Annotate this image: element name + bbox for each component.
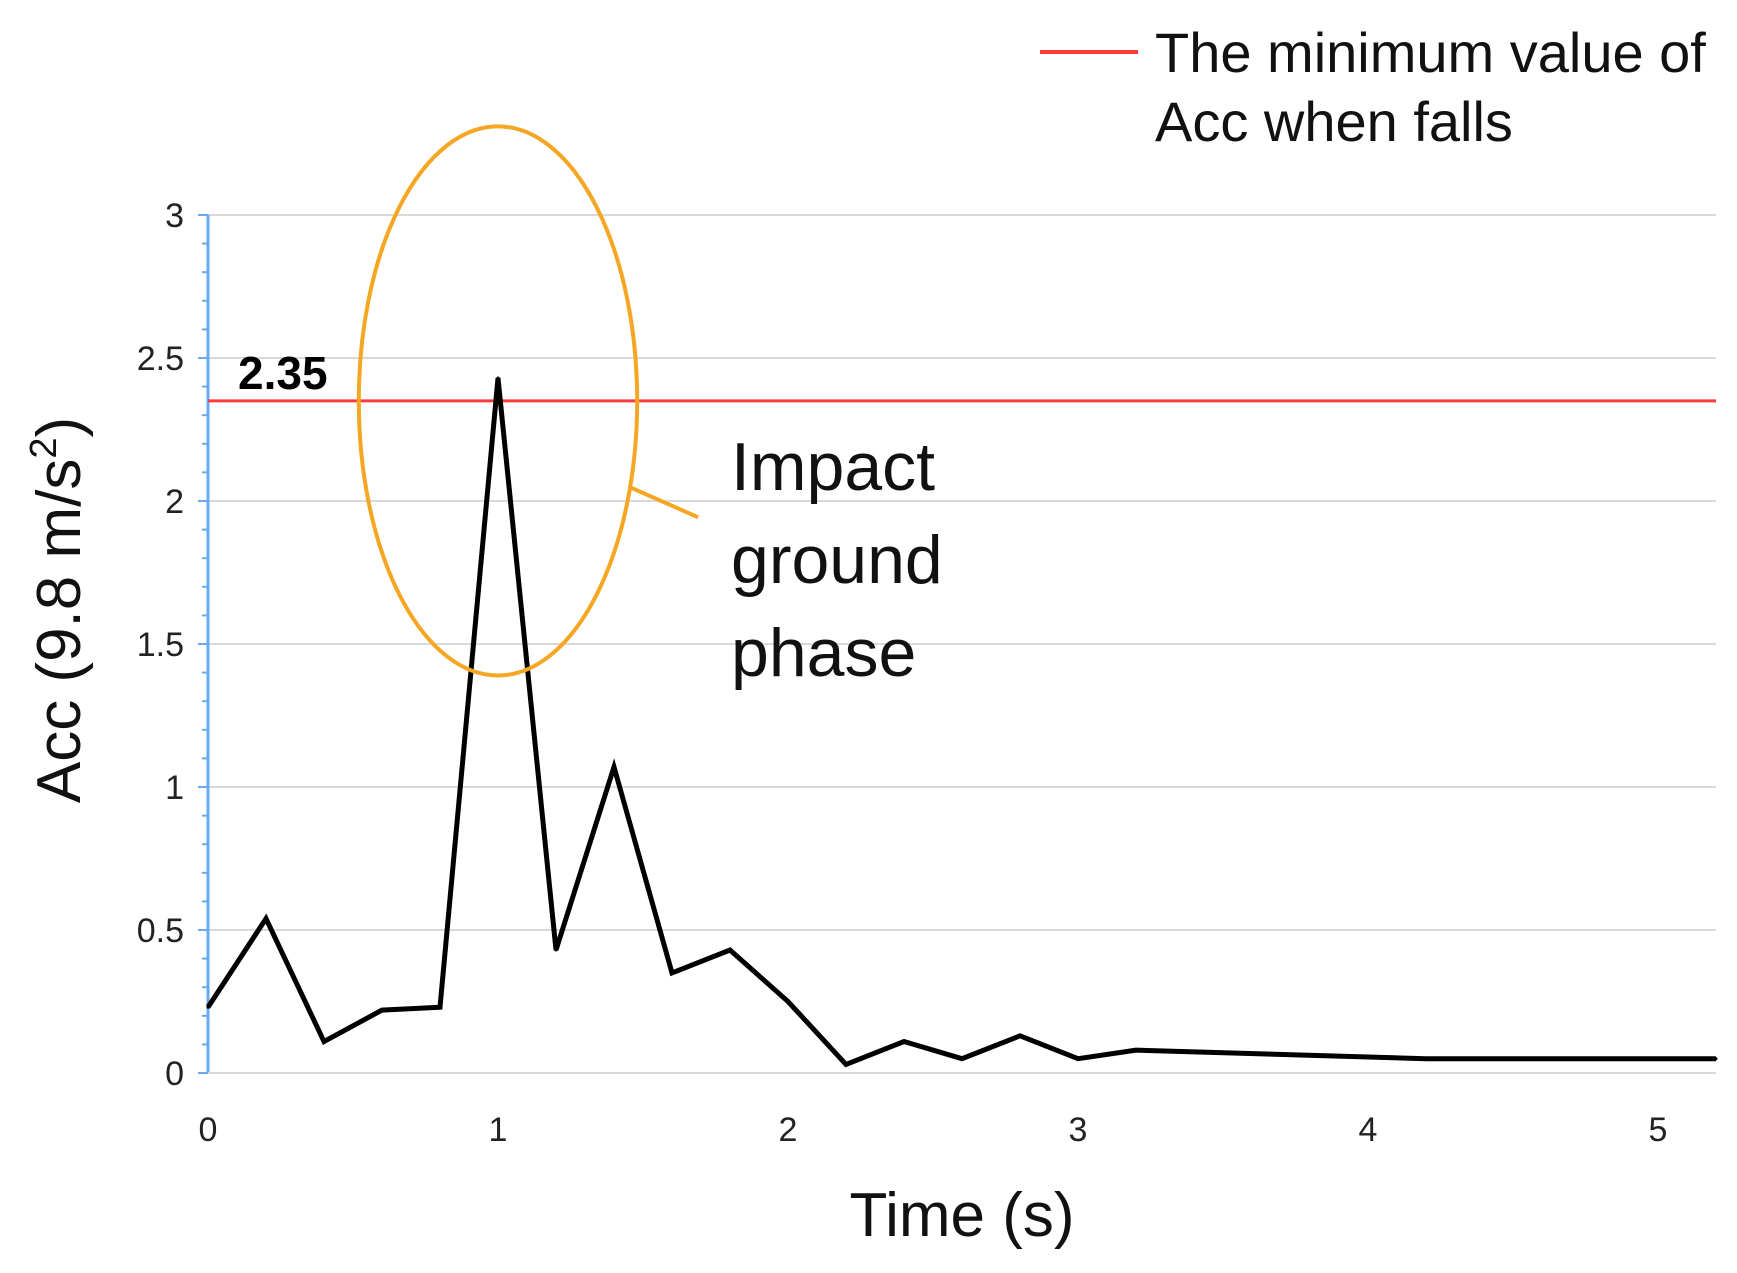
data-point	[902, 1040, 906, 1044]
series-group	[205, 376, 1718, 1068]
data-point	[960, 1057, 964, 1061]
y-axis: 0 0.5 1 1.5 2 2.5 3	[137, 197, 210, 1093]
y-axis-title: Acc (9.8 m/s2)	[23, 417, 94, 803]
x-tick-label-0: 0	[199, 1111, 218, 1149]
data-point	[728, 948, 732, 952]
x-axis: 0 1 2 3 4 5	[199, 1072, 1716, 1149]
data-point	[1424, 1057, 1428, 1061]
annotation-text-line-2: phase	[731, 615, 916, 691]
y-axis-title-close: )	[25, 417, 94, 438]
data-point	[554, 948, 558, 952]
data-point	[612, 765, 616, 769]
x-tick-label-4: 4	[1359, 1111, 1378, 1149]
y-tick-label-3: 1.5	[137, 626, 184, 664]
threshold-value-label: 2.35	[238, 347, 328, 399]
data-point	[264, 917, 268, 921]
annotation-text-line-0: Impact	[731, 429, 935, 505]
grid-lines	[208, 214, 1716, 931]
annotation-text-line-1: ground	[731, 522, 943, 598]
data-point	[1018, 1034, 1022, 1038]
annotation-group: Impact ground phase	[356, 124, 943, 691]
data-point	[496, 376, 500, 380]
annotation-leader	[629, 485, 699, 520]
y-tick-label-1: 0.5	[137, 912, 184, 950]
y-tick-label-5: 2.5	[137, 340, 184, 378]
data-point	[438, 1005, 442, 1009]
series-line-0	[205, 377, 1716, 1068]
y-tick-label-0: 0	[165, 1055, 184, 1093]
data-point	[1714, 1057, 1718, 1061]
legend-label-line2: Acc when falls	[1155, 90, 1513, 153]
data-point	[380, 1008, 384, 1012]
y-tick-label-6: 3	[165, 197, 184, 235]
data-point	[670, 971, 674, 975]
x-axis-title: Time (s)	[850, 1181, 1075, 1250]
x-tick-label-1: 1	[489, 1111, 508, 1149]
y-axis-title-main: Acc (9.8 m/s	[25, 459, 94, 804]
y-axis-title-superscript: 2	[23, 438, 65, 459]
x-tick-label-5: 5	[1649, 1111, 1668, 1149]
data-point	[786, 1000, 790, 1003]
legend-label-line1: The minimum value of	[1155, 21, 1706, 84]
data-point	[844, 1062, 848, 1066]
data-point	[206, 1005, 210, 1009]
y-tick-label-4: 2	[165, 483, 184, 521]
annotation-ellipse	[356, 124, 640, 678]
data-point	[322, 1040, 326, 1044]
threshold-line-group: 2.35	[208, 347, 1716, 403]
data-point	[1134, 1048, 1138, 1052]
y-tick-label-2: 1	[165, 769, 184, 807]
data-point	[1076, 1057, 1080, 1061]
x-tick-label-2: 2	[779, 1111, 798, 1149]
x-tick-label-3: 3	[1069, 1111, 1088, 1149]
legend: The minimum value of Acc when falls	[1040, 21, 1706, 153]
